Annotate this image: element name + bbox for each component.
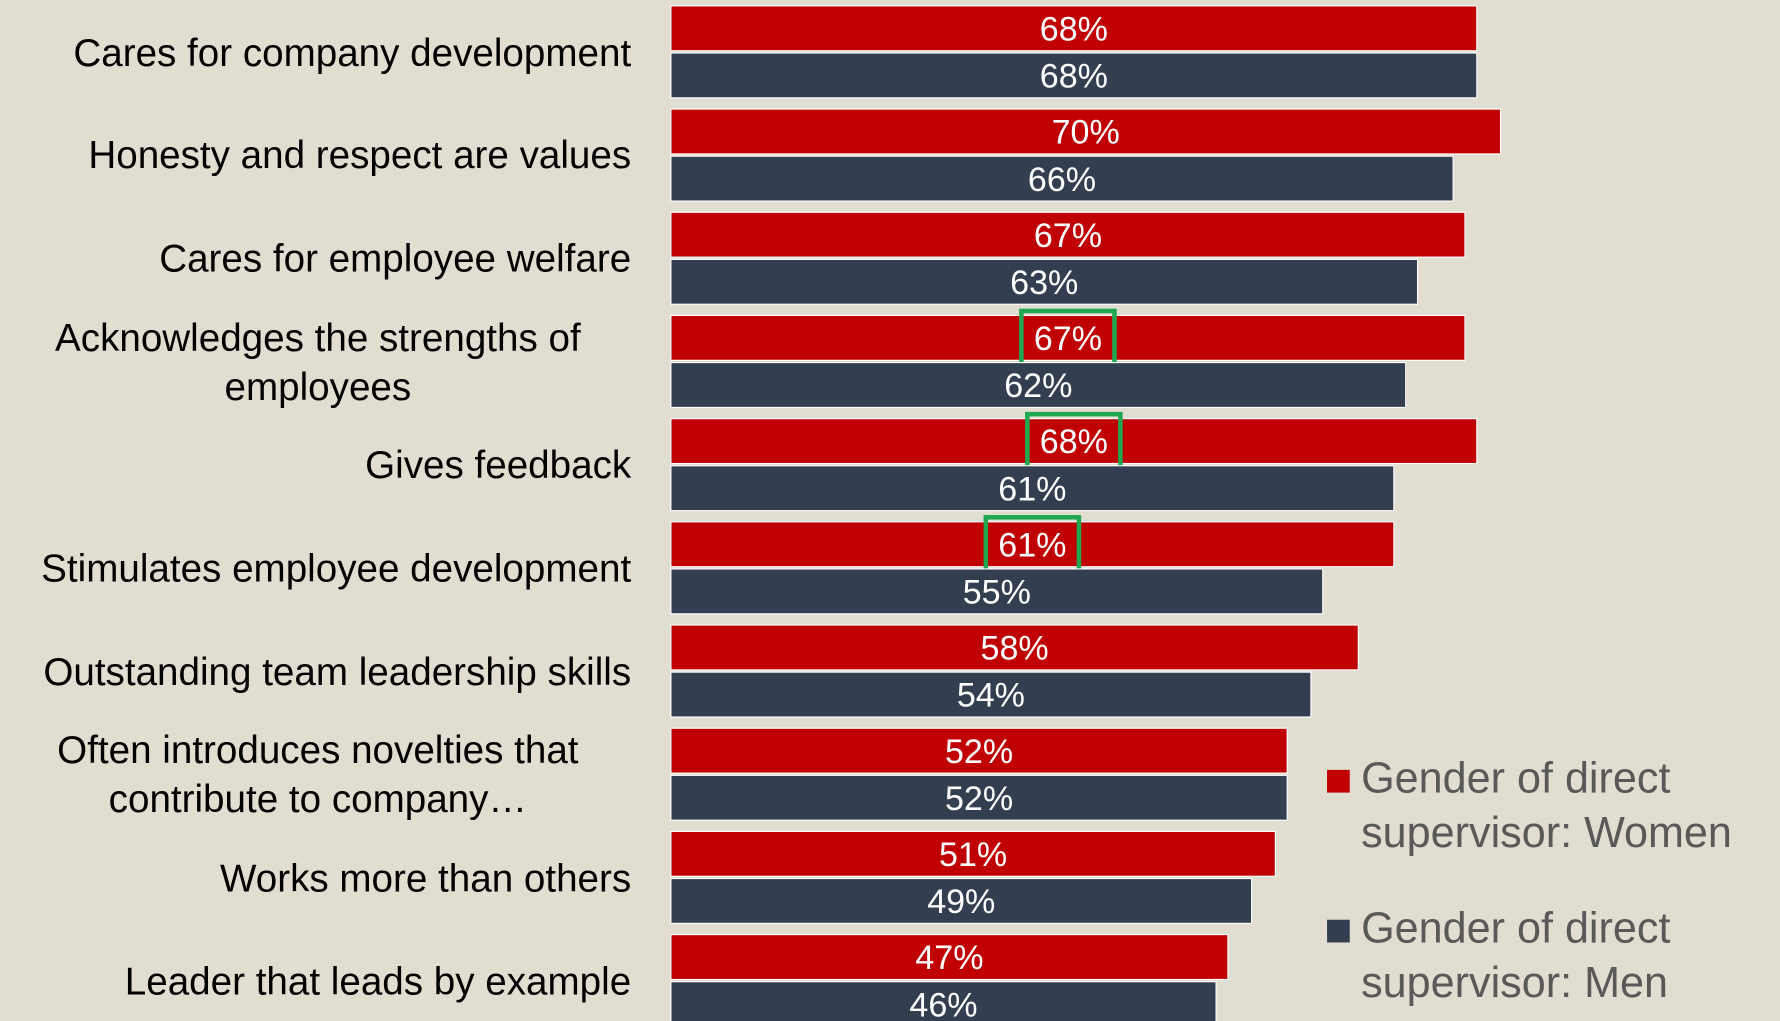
category-label: Outstanding team leadership skills <box>43 650 632 694</box>
category-label-wrap: Outstanding team leadership skills <box>0 622 631 724</box>
category-label-box: Stimulates employee development <box>0 518 631 620</box>
category-label-wrap: Honesty and respect are values <box>0 106 631 208</box>
legend-label: Gender of direct supervisor: Men <box>1361 904 1671 1008</box>
category-label-wrap: Leader that leads by example <box>0 931 631 1021</box>
value-label: 68% <box>1040 423 1108 461</box>
bar <box>670 362 1407 408</box>
bar <box>670 981 1217 1021</box>
value-label: 70% <box>1052 114 1120 152</box>
legend-box: Gender of direct supervisor: Men <box>1361 904 1671 1008</box>
category-label-wrap: Stimulates employee development <box>0 518 631 620</box>
bar <box>670 521 1395 568</box>
bar <box>670 5 1478 52</box>
category-label: Works more than others <box>220 856 632 901</box>
bar <box>670 211 1466 258</box>
value-label: 68% <box>1040 10 1108 48</box>
bar <box>670 465 1395 512</box>
bar <box>670 568 1324 615</box>
value-label: 66% <box>1028 161 1096 199</box>
value-label: 62% <box>1004 367 1072 405</box>
category-label: Often introduces novelties that contribu… <box>57 729 579 822</box>
category-label-wrap: Acknowledges the strengths of employees <box>0 312 631 414</box>
bar <box>670 418 1478 465</box>
category-label-box: Outstanding team leadership skills <box>0 622 631 724</box>
bar <box>670 155 1454 202</box>
bar <box>670 774 1288 821</box>
bar <box>670 52 1478 99</box>
bar <box>670 314 1466 361</box>
bar <box>670 671 1312 718</box>
bar <box>670 877 1253 924</box>
value-label: 49% <box>927 883 995 921</box>
value-label: 52% <box>945 733 1013 771</box>
category-label-box: Often introduces novelties that contribu… <box>0 725 631 827</box>
category-label: Cares for employee welfare <box>159 237 632 281</box>
category-label-wrap: Gives feedback <box>0 415 631 517</box>
category-label-box: Leader that leads by example <box>0 931 631 1021</box>
category-label-box: Cares for employee welfare <box>0 209 631 311</box>
value-label: 67% <box>1034 320 1102 358</box>
value-label: 52% <box>945 780 1013 818</box>
legend-swatch <box>1327 769 1350 793</box>
category-label: Stimulates employee development <box>41 547 632 591</box>
value-label: 63% <box>1010 264 1078 302</box>
bar <box>670 624 1359 671</box>
category-label: Honesty and respect are values <box>88 134 632 178</box>
value-label: 61% <box>998 526 1066 564</box>
category-label: Acknowledges the strengths of employees <box>55 316 581 409</box>
value-label: 47% <box>915 939 983 977</box>
category-label-box: Cares for company development <box>0 2 631 104</box>
value-label: 68% <box>1040 58 1108 96</box>
category-label-box: Acknowledges the strengths of employees <box>0 312 631 414</box>
category-label: Leader that leads by example <box>124 960 632 1004</box>
bar <box>670 830 1276 877</box>
value-label: 58% <box>981 630 1049 668</box>
legend-label: Gender of direct supervisor: Women <box>1361 755 1732 858</box>
category-label-box: Honesty and respect are values <box>0 106 631 208</box>
bar <box>670 108 1502 155</box>
category-label: Gives feedback <box>365 444 632 488</box>
value-label: 67% <box>1034 217 1102 255</box>
bar <box>670 258 1419 305</box>
category-label-wrap: Cares for company development <box>0 2 631 104</box>
value-label: 51% <box>939 836 1007 874</box>
value-label: 61% <box>998 470 1066 508</box>
value-label: 55% <box>963 574 1031 612</box>
category-label-box: Works more than others <box>0 828 631 930</box>
category-label-wrap: Works more than others <box>0 828 631 930</box>
legend-box: Gender of direct supervisor: Women <box>1361 755 1732 858</box>
category-label-wrap: Cares for employee welfare <box>0 209 631 311</box>
legend-swatch <box>1327 919 1350 943</box>
value-label: 46% <box>909 986 977 1021</box>
category-label-wrap: Often introduces novelties that contribu… <box>0 725 631 827</box>
category-label: Cares for company development <box>73 31 632 75</box>
value-label: 54% <box>957 677 1025 715</box>
category-label-box: Gives feedback <box>0 415 631 517</box>
bar <box>670 934 1229 981</box>
bar <box>670 727 1288 774</box>
